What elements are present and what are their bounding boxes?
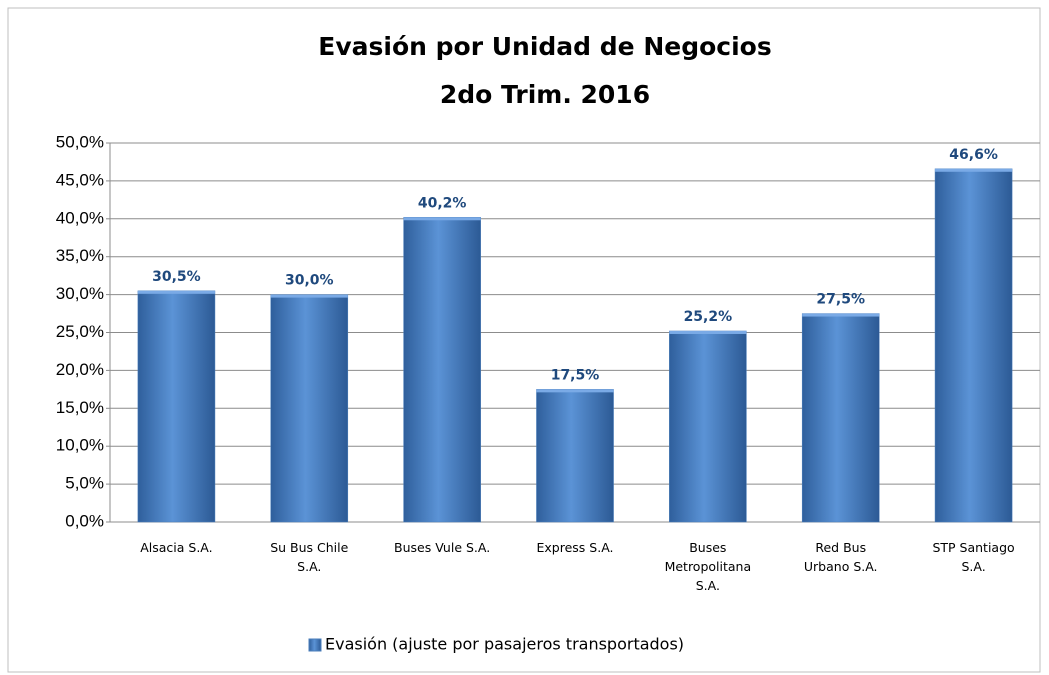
y-tick-label: 10,0% [56, 436, 104, 455]
x-tick-label: Red Bus Urbano S.A. [804, 540, 878, 574]
bar [536, 389, 614, 523]
data-label: 27,5% [816, 292, 865, 308]
y-tick-label: 5,0% [65, 474, 104, 493]
bar-top [536, 389, 614, 393]
x-tick-label: Su Bus Chile S.A. [270, 540, 348, 574]
bar-top [935, 168, 1013, 172]
chart-title: Evasión por Unidad de Negocios [318, 32, 771, 61]
bar-top [137, 290, 215, 294]
y-tick-label: 30,0% [56, 284, 104, 303]
x-tick-label: Alsacia S.A. [140, 540, 212, 555]
y-tick-label: 15,0% [56, 398, 104, 417]
data-label: 40,2% [418, 195, 467, 211]
y-tick-label: 45,0% [56, 170, 104, 189]
data-label: 30,0% [285, 273, 334, 289]
x-tick-label-line: Buses [689, 540, 726, 555]
y-tick-label: 50,0% [56, 132, 104, 151]
x-tick-label-line: Red Bus [815, 540, 866, 555]
chart-subtitle: 2do Trim. 2016 [440, 80, 650, 109]
bar [934, 168, 1013, 523]
x-tick-label: Buses Metropolitana S.A. [665, 540, 752, 593]
y-tick-label: 40,0% [56, 208, 104, 227]
legend-label: Evasión (ajuste por pasajeros transporta… [325, 635, 684, 654]
legend-swatch [308, 638, 322, 652]
x-tick-label-line: S.A. [696, 578, 720, 593]
bar-top [669, 330, 747, 334]
y-tick-label: 20,0% [56, 360, 104, 379]
x-tick-label-line: Alsacia S.A. [140, 540, 212, 555]
data-label: 25,2% [684, 309, 733, 325]
x-tick-label-line: Urbano S.A. [804, 559, 878, 574]
bar [403, 217, 481, 523]
x-tick-label-line: S.A. [297, 559, 321, 574]
x-tick-label: Buses Vule S.A. [394, 540, 490, 555]
x-tick-label-line: Metropolitana [665, 559, 752, 574]
bar [270, 294, 349, 523]
bar [669, 330, 747, 523]
x-tick-label: STP Santiago S.A. [932, 540, 1014, 574]
x-tick-label-line: S.A. [961, 559, 985, 574]
y-tick-label: 25,0% [56, 322, 104, 341]
bar [137, 290, 216, 523]
data-label: 17,5% [551, 367, 600, 383]
x-tick-label-line: Su Bus Chile [270, 540, 348, 555]
x-tick-label: Express S.A. [537, 540, 614, 555]
data-label: 46,6% [949, 147, 998, 163]
data-label: 30,5% [152, 269, 201, 285]
y-tick-label: 35,0% [56, 246, 104, 265]
x-tick-label-line: Buses Vule S.A. [394, 540, 490, 555]
bar [801, 313, 880, 523]
y-tick-label: 0,0% [65, 511, 104, 530]
x-tick-label-line: STP Santiago [932, 540, 1014, 555]
bar-top [403, 217, 481, 221]
bar-top [270, 294, 348, 298]
bar-top [802, 313, 880, 317]
x-tick-label-line: Express S.A. [537, 540, 614, 555]
